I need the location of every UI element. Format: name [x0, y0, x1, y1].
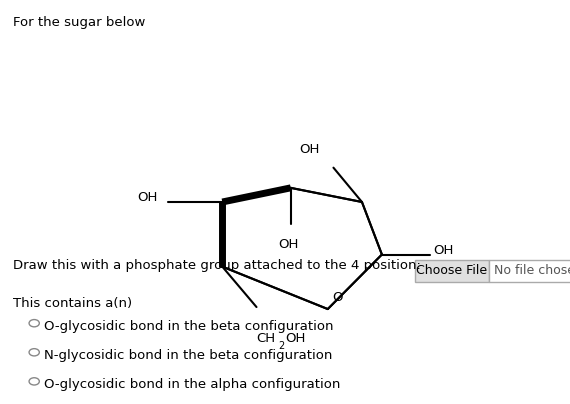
Text: Draw this with a phosphate group attached to the 4 position:: Draw this with a phosphate group attache… [13, 259, 421, 271]
Text: OH: OH [433, 244, 454, 257]
Text: OH: OH [285, 332, 306, 345]
Circle shape [29, 378, 39, 385]
Circle shape [29, 320, 39, 327]
Text: OH: OH [137, 191, 157, 204]
Text: Choose File: Choose File [417, 264, 487, 277]
Text: OH: OH [299, 143, 320, 156]
Text: For the sugar below: For the sugar below [13, 16, 145, 29]
Text: No file chosen: No file chosen [494, 264, 570, 277]
Text: O-glycosidic bond in the beta configuration: O-glycosidic bond in the beta configurat… [44, 320, 334, 333]
Text: CH: CH [256, 332, 276, 345]
Text: O: O [332, 291, 343, 304]
Circle shape [29, 349, 39, 356]
Text: N-glycosidic bond in the beta configuration: N-glycosidic bond in the beta configurat… [44, 349, 333, 362]
FancyBboxPatch shape [415, 260, 489, 282]
Text: 2: 2 [278, 341, 284, 351]
Text: O-glycosidic bond in the alpha configuration: O-glycosidic bond in the alpha configura… [44, 378, 341, 391]
Text: OH: OH [278, 238, 299, 251]
Text: This contains a(n): This contains a(n) [13, 297, 132, 310]
FancyBboxPatch shape [489, 260, 570, 282]
